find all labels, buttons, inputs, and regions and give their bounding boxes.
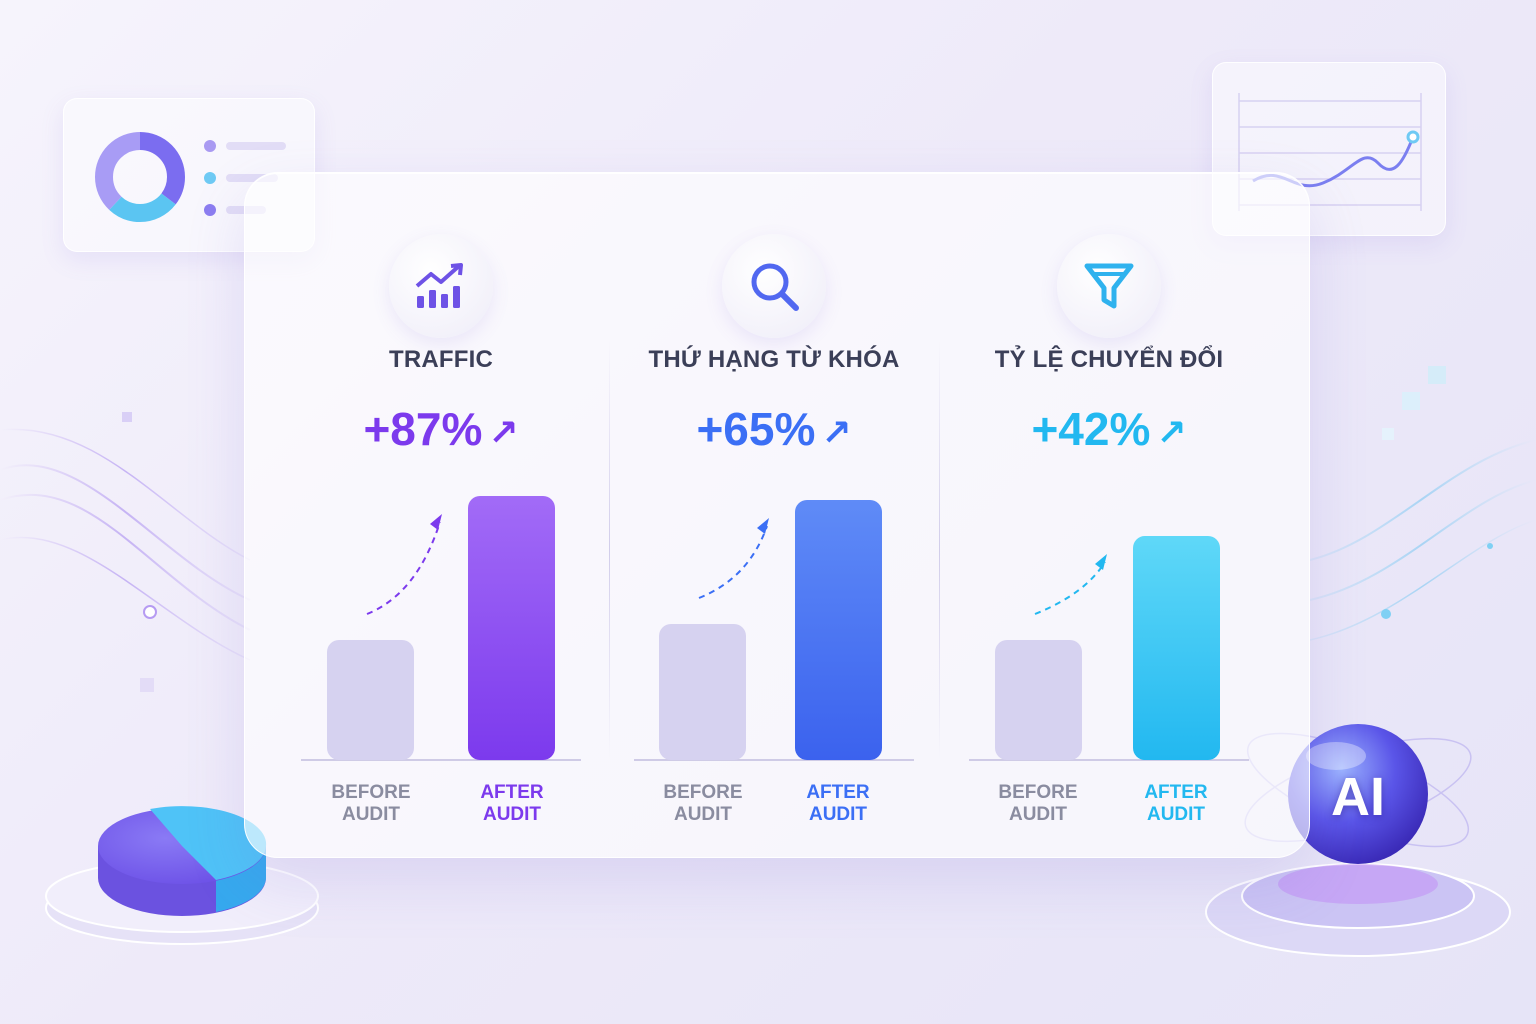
metric-value: +42% ↗ [944, 402, 1274, 456]
trend-arrow [698, 525, 768, 599]
metric-value-text: +42% [1031, 403, 1151, 455]
bar-before-audit [327, 640, 414, 760]
bar-before-audit [995, 640, 1082, 760]
bar-after-audit [795, 500, 882, 760]
metric-title: TỶ LỆ CHUYỂN ĐỔI [994, 346, 1224, 373]
trend-arrow [1034, 561, 1106, 615]
bar-chart-keyword-ranking [634, 500, 914, 761]
bar-chart-traffic [301, 496, 581, 761]
up-arrow-icon: ↗ [1156, 412, 1187, 453]
bar-before-audit [659, 624, 746, 760]
metric-traffic: TRAFFIC +87% ↗ BEFORE AUDIT AFTER AUDIT [276, 172, 606, 858]
trend-arrow-head [430, 514, 442, 530]
ai-sphere [1288, 724, 1428, 864]
trend-arrow-head [1095, 554, 1107, 570]
column-divider [609, 340, 610, 760]
x-tick-label-after: AFTER AUDIT [806, 782, 870, 825]
x-tick-label-after: AFTER AUDIT [1144, 782, 1208, 825]
up-arrow-icon: ↗ [488, 412, 519, 453]
x-tick-label-before: BEFORE AUDIT [998, 782, 1078, 825]
x-tick-label-before: BEFORE AUDIT [331, 782, 411, 825]
metric-value: +87% ↗ [276, 402, 606, 456]
trending-up-icon [389, 234, 493, 338]
x-tick-label-before: BEFORE AUDIT [663, 782, 743, 825]
trend-arrow [366, 521, 441, 615]
column-divider [939, 340, 940, 760]
metric-title: TRAFFIC [388, 346, 494, 373]
ai-badge-label: AI [1331, 767, 1385, 827]
pie-3d-decoration [98, 806, 267, 916]
bar-chart-conversion-rate [969, 536, 1249, 761]
bar-after-audit [468, 496, 555, 760]
trend-arrow-head [757, 518, 769, 534]
metric-keyword-ranking: THỨ HẠNG TỪ KHÓA +65% ↗ BEFORE AUDIT AFTER… [609, 172, 939, 858]
x-tick-label-after: AFTER AUDIT [480, 782, 544, 825]
metric-value-text: +65% [696, 403, 816, 455]
metric-value: +65% ↗ [609, 402, 939, 456]
mini-donut-card [63, 98, 315, 252]
metric-title: THỨ HẠNG TỪ KHÓA [648, 346, 900, 373]
bar-after-audit [1133, 536, 1220, 760]
up-arrow-icon: ↗ [821, 412, 852, 453]
search-icon [722, 234, 826, 338]
metric-value-text: +87% [363, 403, 483, 455]
funnel-icon [1057, 234, 1161, 338]
metric-conversion-rate: TỶ LỆ CHUYỂN ĐỔI +42% ↗ BEFORE AUDIT AFTER… [944, 172, 1274, 858]
